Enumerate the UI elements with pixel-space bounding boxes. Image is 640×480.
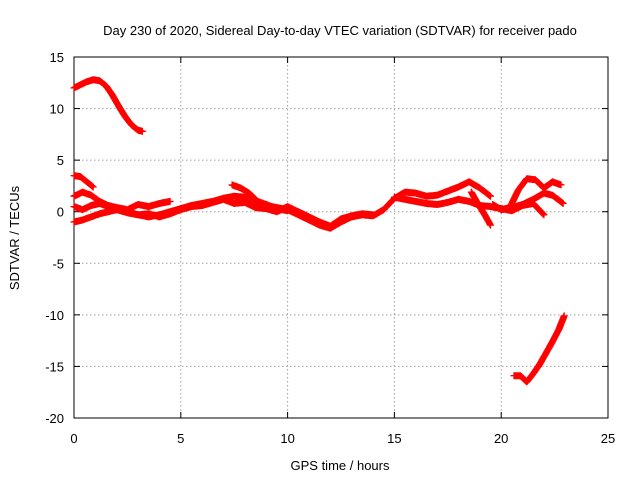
y-tick-label: -10 — [45, 308, 64, 323]
data-point-markers — [497, 189, 567, 214]
data-point-markers — [70, 172, 97, 191]
y-tick-label: -20 — [45, 411, 64, 426]
series-arc-e — [70, 195, 377, 230]
data-point-markers — [70, 195, 377, 230]
data-point-markers — [510, 312, 568, 386]
series-arc-f — [228, 181, 292, 215]
y-tick-labels: 15 10 5 0 -5 -10 -15 -20 — [45, 50, 64, 426]
series-arc-b — [70, 172, 97, 191]
y-tick-label: 10 — [50, 102, 64, 117]
plot-frame — [73, 56, 609, 419]
series-arc-j — [497, 189, 567, 214]
x-tick-labels: 0 5 10 15 20 25 — [70, 431, 615, 446]
x-tick-label: 5 — [177, 431, 184, 446]
y-tick-label: 0 — [57, 205, 64, 220]
x-tick-label: 20 — [494, 431, 508, 446]
data-point-markers — [228, 181, 292, 215]
x-axis-label: GPS time / hours — [291, 458, 390, 473]
y-axis-label: SDTVAR / TECUs — [7, 185, 22, 290]
x-tick-label: 0 — [70, 431, 77, 446]
chart-title: Day 230 of 2020, Sidereal Day-to-day VTE… — [103, 23, 577, 38]
series-arc-i — [467, 188, 494, 229]
axis-ticks — [73, 56, 609, 419]
y-tick-label: -5 — [52, 256, 64, 271]
x-tick-label: 10 — [280, 431, 294, 446]
series-arc-a — [70, 76, 146, 135]
data-point-markers — [467, 188, 494, 229]
data-points — [70, 76, 568, 386]
y-tick-label: 5 — [57, 153, 64, 168]
x-tick-label: 25 — [601, 431, 615, 446]
y-tick-label: 15 — [50, 50, 64, 65]
y-tick-label: -15 — [45, 359, 64, 374]
grid — [74, 57, 608, 418]
series-arc-k — [510, 312, 568, 386]
data-point-markers — [70, 76, 146, 135]
x-tick-label: 15 — [387, 431, 401, 446]
